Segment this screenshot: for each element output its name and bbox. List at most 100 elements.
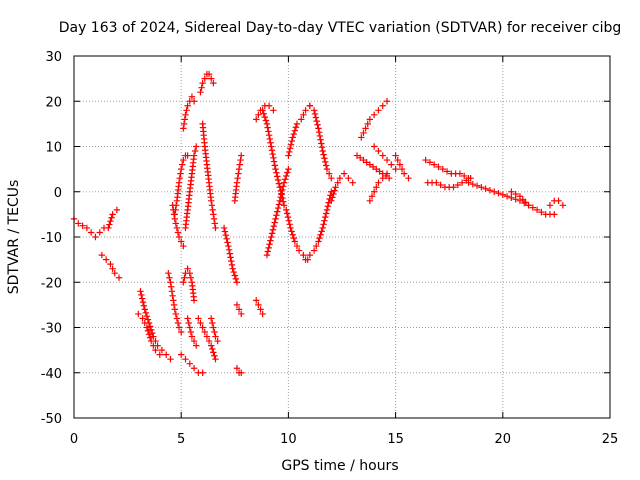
data-point (144, 327, 152, 335)
data-point (281, 176, 289, 183)
data-point (201, 328, 208, 336)
data-point (211, 220, 218, 227)
data-point (102, 256, 110, 263)
data-point (300, 251, 307, 259)
data-point (311, 110, 319, 118)
data-point (147, 337, 155, 345)
data-point (233, 279, 241, 286)
data-point (306, 251, 314, 259)
data-point (75, 220, 82, 227)
data-point (357, 154, 364, 162)
data-point (255, 301, 262, 309)
data-point (328, 197, 335, 204)
data-point (373, 165, 380, 173)
data-point (180, 125, 187, 132)
data-point (238, 152, 245, 159)
data-point (208, 75, 215, 82)
data-point (211, 328, 218, 336)
data-point (450, 184, 457, 191)
data-point (259, 107, 266, 114)
data-point (173, 315, 181, 322)
data-point (512, 190, 519, 198)
data-point (316, 132, 324, 140)
data-point (398, 165, 406, 173)
data-point (491, 188, 498, 195)
data-point (349, 179, 356, 186)
data-point (369, 163, 377, 171)
data-point (469, 181, 476, 188)
data-point (283, 210, 291, 217)
data-point (315, 238, 322, 245)
data-point (176, 174, 183, 182)
data-point (270, 158, 278, 165)
y-tick-label: 30 (45, 50, 62, 65)
data-point (147, 326, 155, 333)
data-point (284, 169, 291, 176)
data-point (238, 369, 245, 376)
data-point (288, 137, 296, 145)
data-point (345, 174, 352, 182)
data-point (150, 333, 157, 340)
x-tick-label: 25 (602, 432, 619, 447)
data-point (191, 147, 199, 155)
data-point (360, 156, 367, 164)
data-point (516, 193, 524, 200)
data-point (370, 143, 378, 150)
data-point (383, 156, 391, 164)
data-point (392, 152, 399, 159)
data-point (278, 190, 285, 197)
data-point (263, 251, 271, 259)
data-point (286, 148, 293, 156)
data-point (231, 272, 238, 279)
data-point (370, 188, 378, 195)
data-point (174, 319, 182, 327)
data-point (143, 312, 151, 320)
data-point (292, 124, 300, 131)
data-point (266, 241, 273, 248)
data-point (269, 226, 277, 233)
data-point (317, 231, 324, 238)
data-point (322, 162, 330, 169)
data-point (322, 158, 329, 166)
data-point (143, 324, 151, 331)
data-point (203, 333, 211, 340)
data-point (291, 238, 299, 245)
data-point (201, 75, 208, 82)
data-point (313, 242, 320, 250)
data-point (208, 197, 215, 204)
data-point (210, 324, 217, 331)
data-point (435, 163, 442, 171)
data-point (183, 107, 190, 114)
data-point (170, 297, 177, 304)
data-point (181, 116, 188, 123)
y-tick-label: 20 (45, 95, 62, 110)
data-point (186, 360, 193, 367)
data-point (109, 211, 116, 218)
data-point (265, 102, 273, 109)
data-point (79, 222, 86, 229)
data-point (137, 288, 144, 295)
data-point (87, 229, 95, 236)
data-point (187, 328, 195, 336)
data-point (227, 254, 234, 261)
data-point (224, 239, 231, 246)
x-tick-label: 10 (280, 432, 297, 447)
data-point (270, 154, 277, 162)
data-point (144, 316, 152, 323)
data-point (115, 274, 123, 281)
data-point (375, 179, 382, 186)
y-tick-label: 10 (45, 141, 62, 156)
data-point (193, 143, 200, 150)
data-point (383, 98, 391, 105)
y-tick-label: -40 (41, 367, 62, 382)
data-point (263, 120, 271, 128)
data-point (394, 156, 401, 164)
data-point (188, 93, 196, 100)
data-point (174, 229, 182, 236)
data-point (319, 147, 326, 155)
data-point (222, 231, 229, 239)
data-point (178, 351, 185, 358)
data-point (190, 337, 198, 345)
data-point (190, 98, 198, 105)
data-point (285, 165, 292, 173)
